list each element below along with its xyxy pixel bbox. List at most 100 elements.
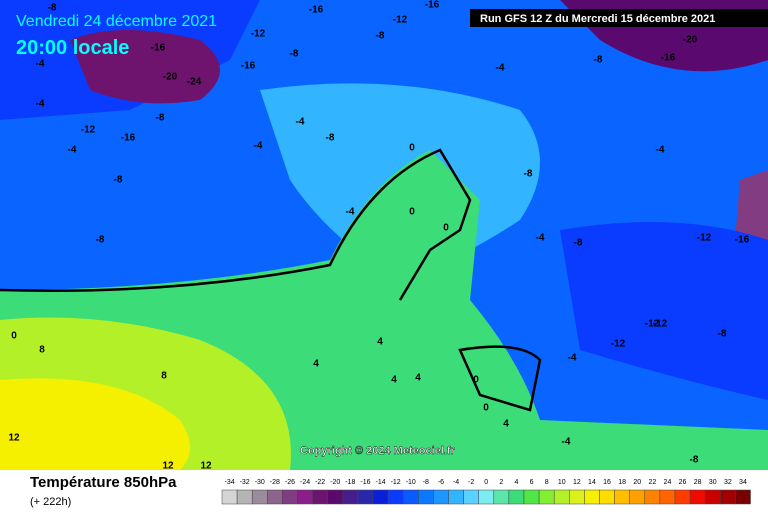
contour-label: 4 [377,337,383,348]
legend-swatch [735,489,751,505]
contour-label: -12 [697,233,712,244]
legend-swatch [372,489,389,505]
legend-label: -14 [375,479,385,486]
contour-label: -4 [346,207,355,218]
legend-swatch [221,489,238,505]
legend-label: 16 [603,479,611,486]
contour-label: -4 [68,145,77,156]
zero-isotherm [458,345,542,412]
contour-label: 12 [8,433,20,444]
contour-label: -16 [151,43,166,54]
contour-label: -8 [96,235,105,246]
legend-label: 28 [694,479,702,486]
legend-label: 34 [739,479,747,486]
legend-swatch [267,489,283,505]
legend-swatch [387,489,404,505]
legend-swatch [282,489,298,505]
cold-region [560,222,768,400]
contour-label: -8 [690,455,699,466]
legend-label: 32 [724,479,732,486]
contour-label: 0 [11,331,17,342]
contour-label: -12 [81,125,96,136]
legend-label: -30 [255,479,265,486]
legend-label: -10 [406,479,416,486]
legend-label: -6 [438,479,444,486]
contour-label: 0 [443,223,449,234]
contour-label: 12 [200,461,212,472]
contour-label: -16 [241,61,256,72]
legend-label: 18 [618,479,626,486]
footer-lead: (+ 222h) [30,496,71,508]
contour-label: 4 [391,375,397,386]
contour-label: 0 [483,403,489,414]
contour-label: 0 [473,375,479,386]
contour-label: -12 [645,319,660,330]
map-labels: -8 -16 -12 -16 -12 -8 -16 -20 -24 -16 -8 -20 -16 -8 -4… [8,0,749,472]
legend-swatch [402,489,419,505]
legend-swatch [569,489,585,505]
legend-label: 14 [588,479,596,486]
contour-label: -20 [683,35,698,46]
contour-label: 4 [313,359,319,370]
contour-label: 4 [415,373,421,384]
contour-label: -4 [496,63,505,74]
legend-swatch [433,489,449,505]
legend-label: 8 [545,479,549,486]
contour-label: 8 [39,345,45,356]
legend-label: 20 [633,479,641,486]
contour-label: -12 [653,319,668,330]
legend-label: 10 [558,479,566,486]
contour-label: 0 [409,207,415,218]
contour-label: -24 [187,77,202,88]
legend-label: 2 [499,479,503,486]
contour-label: -4 [562,437,571,448]
legend-label: -16 [360,479,370,486]
legend-label: -32 [240,479,250,486]
legend-swatch [342,489,359,505]
legend-label: 12 [573,479,581,486]
warmest-region [0,378,190,470]
legend-label: -2 [468,479,474,486]
contour-label: -4 [254,141,263,152]
contour-label: -8 [718,329,727,340]
contour-label: -12 [393,15,408,26]
legend-label: -4 [453,479,459,486]
legend-swatch [689,489,706,505]
copyright: Copyright © 2024 Meteociel.fr [300,445,456,457]
legend-label: -18 [345,479,355,486]
contour-label: -16 [309,5,324,16]
contour-label: -12 [251,29,266,40]
legend-label: 4 [514,479,518,486]
legend-swatch [704,489,721,505]
legend-swatch [463,489,479,505]
legend-swatch [629,489,646,505]
legend-swatch [448,489,464,505]
legend-swatch [659,489,676,505]
very-cold-region [70,30,220,104]
contour-label: -8 [326,133,335,144]
contour-label: -16 [425,0,440,11]
legend-label: -28 [270,479,280,486]
legend-swatch [478,489,495,505]
zero-isotherm [0,148,472,301]
contour-label: 0 [409,143,415,154]
legend-label: -26 [285,479,295,486]
contour-label: -8 [376,31,385,42]
legend-swatch [418,489,434,505]
legend-label: -22 [315,479,325,486]
time-label: 20:00 locale [16,37,129,59]
legend-swatch [614,489,630,505]
contour-label: -12 [611,339,626,350]
run-label: Run GFS 12 Z du Mercredi 15 décembre 202… [480,13,715,25]
contour-label: -4 [656,145,665,156]
footer-title: Température 850hPa [30,474,177,491]
legend-swatch [297,489,313,505]
contour-label: -8 [48,3,57,14]
legend-label: 22 [648,479,656,486]
legend-swatch [674,489,691,505]
legend-swatch [644,489,661,505]
legend-swatch [357,489,374,505]
legend-swatch [493,489,510,505]
contour-label: -8 [114,175,123,186]
